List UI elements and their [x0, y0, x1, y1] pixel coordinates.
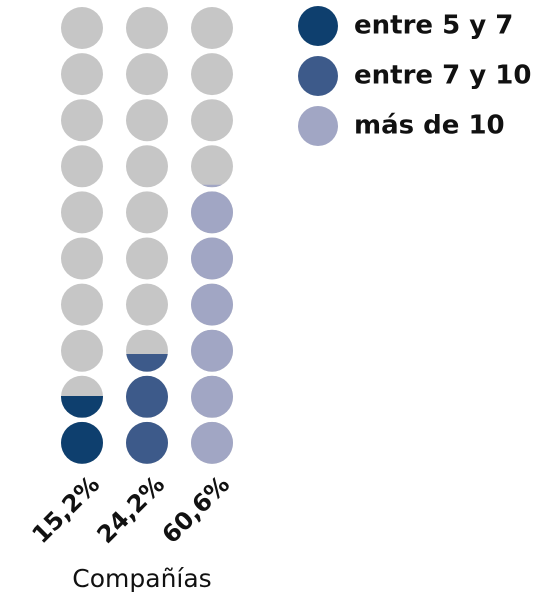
- dot-fill: [191, 329, 233, 372]
- dot-fill: [191, 421, 233, 464]
- value-label: 60,6%: [157, 470, 236, 549]
- dot-fill: [126, 421, 168, 464]
- dot: [126, 237, 168, 280]
- legend-swatch: [298, 6, 338, 46]
- dot-column: [61, 7, 103, 464]
- legend-label: más de 10: [354, 111, 505, 141]
- dot: [61, 283, 103, 326]
- dot-column: [126, 7, 168, 464]
- dot: [191, 53, 233, 96]
- dot-fill: [191, 283, 233, 326]
- dot-fill: [126, 354, 168, 372]
- legend-swatch: [298, 56, 338, 96]
- dot-fill: [61, 421, 103, 464]
- dot-fill: [126, 375, 168, 418]
- legend-label: entre 7 y 10: [354, 61, 531, 91]
- dot: [191, 7, 233, 49]
- dot: [61, 237, 103, 280]
- dot-fill: [202, 184, 222, 188]
- dot: [61, 191, 103, 234]
- dot: [126, 283, 168, 326]
- dot: [126, 7, 168, 49]
- dot: [126, 53, 168, 96]
- x-axis-label: Compañías: [72, 564, 211, 593]
- dot: [126, 191, 168, 234]
- dot: [126, 145, 168, 188]
- legend-label: entre 5 y 7: [354, 11, 513, 41]
- dot-fill: [61, 395, 103, 418]
- dot: [191, 145, 233, 188]
- dot: [61, 145, 103, 188]
- dot-fill: [191, 191, 233, 234]
- dot-column: [191, 7, 233, 464]
- value-label: 24,2%: [92, 470, 171, 549]
- value-label: 15,2%: [27, 470, 106, 549]
- dot: [126, 99, 168, 142]
- legend-swatch: [298, 106, 338, 146]
- dot: [61, 53, 103, 96]
- dot: [61, 329, 103, 372]
- dot-fill: [191, 237, 233, 280]
- dot: [61, 7, 103, 49]
- dot: [61, 99, 103, 142]
- dot: [191, 99, 233, 142]
- dot-fill: [191, 375, 233, 418]
